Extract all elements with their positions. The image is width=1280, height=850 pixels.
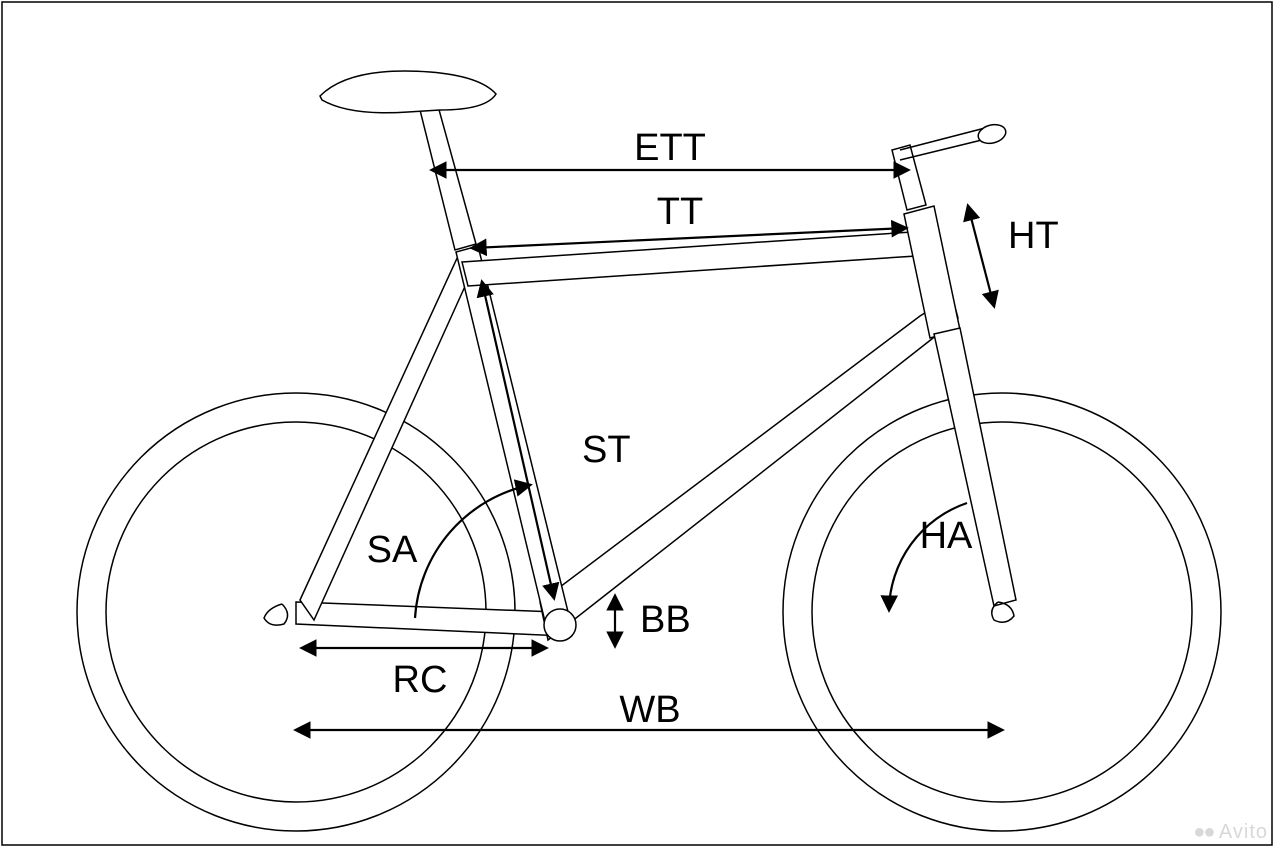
label-tt: TT [657,191,703,233]
chainstay [296,602,564,636]
bottom-bracket [544,609,576,641]
front-dropout [992,602,1014,622]
label-rc: RC [393,659,448,701]
dim-ht [968,206,994,306]
label-ha: HA [920,515,973,557]
dim-sa [415,485,530,618]
label-ett: ETT [634,127,706,169]
seat-tube [456,246,572,634]
seat-post [420,106,476,250]
label-sa: SA [367,529,418,571]
dim-st [482,282,554,598]
label-ht: HT [1008,215,1059,257]
watermark: ●● Avito [1193,821,1268,844]
label-st: ST [582,429,631,471]
label-wb: WB [619,689,680,731]
top-tube [462,232,916,286]
fork [934,328,1016,606]
handlebar [900,128,990,160]
front-wheel [783,393,1221,831]
head-tube [904,206,960,338]
rear-dropout [264,604,288,625]
bike-geometry-diagram: ETT TT HT ST RC WB BB SA HA [0,0,1280,850]
label-bb: BB [640,599,691,641]
bar-end [976,122,1008,146]
saddle [320,71,496,113]
